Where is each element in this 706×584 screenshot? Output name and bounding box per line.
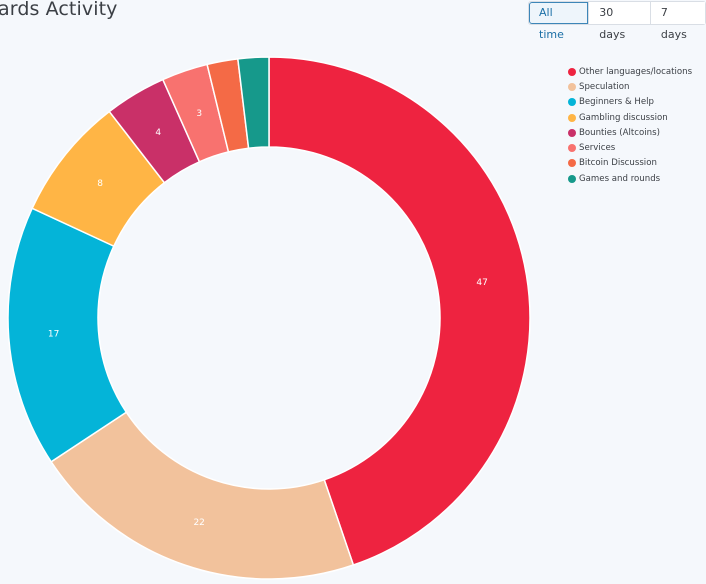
slice-value-label: 17 [48, 330, 59, 340]
legend-label: Other languages/locations [579, 66, 693, 77]
legend-item-services[interactable]: Services [568, 140, 692, 155]
slice-other-languages-locations[interactable] [268, 56, 531, 566]
slice-value-label: 3 [196, 109, 202, 119]
legend-item-bitcoin-discussion[interactable]: Bitcoin Discussion [568, 156, 692, 171]
donut-labels: 47 22 17 8 4 3 [48, 109, 488, 528]
legend-color-dot [568, 82, 576, 91]
slice-speculation[interactable] [50, 411, 355, 580]
page-title: ards Activity [0, 0, 118, 20]
legend-item-beginners-help[interactable]: Beginners & Help [568, 95, 692, 110]
legend-item-other-languages-locations[interactable]: Other languages/locations [568, 64, 692, 79]
legend-color-dot [568, 144, 576, 153]
legend-label: Services [579, 143, 616, 154]
legend-color-dot [568, 174, 576, 183]
slice-value-label: 22 [193, 518, 204, 528]
legend-color-dot [568, 128, 576, 137]
legend-color-dot [568, 159, 576, 168]
legend-label: Bitcoin Discussion [579, 158, 657, 169]
slice-games-and-rounds[interactable] [237, 56, 270, 150]
legend-label: Games and rounds [579, 173, 661, 184]
range-7-days-button[interactable]: 7 days [650, 2, 705, 41]
legend-color-dot [568, 67, 576, 76]
slice-value-label: 4 [155, 128, 161, 138]
legend-item-bounties-altcoins[interactable]: Bounties (Altcoins) [568, 125, 692, 140]
slice-value-label: 47 [476, 278, 487, 288]
slice-beginners-help[interactable] [7, 207, 128, 463]
donut-slices [7, 56, 531, 580]
legend-label: Beginners & Help [579, 97, 654, 108]
legend-label: Gambling discussion [579, 112, 668, 123]
range-30-days-button[interactable]: 30 days [589, 2, 651, 41]
legend-label: Bounties (Altcoins) [579, 127, 660, 138]
legend-label: Speculation [579, 81, 630, 92]
legend-item-speculation[interactable]: Speculation [568, 79, 692, 94]
legend-item-gambling-discussion[interactable]: Gambling discussion [568, 110, 692, 125]
chart-legend: Other languages/locations Speculation Begi… [568, 64, 692, 186]
slice-value-label: 8 [97, 179, 103, 189]
legend-color-dot [568, 98, 576, 107]
legend-item-games-and-rounds[interactable]: Games and rounds [568, 171, 692, 186]
legend-color-dot [568, 113, 576, 122]
range-all-time-button[interactable]: All time [529, 2, 590, 41]
